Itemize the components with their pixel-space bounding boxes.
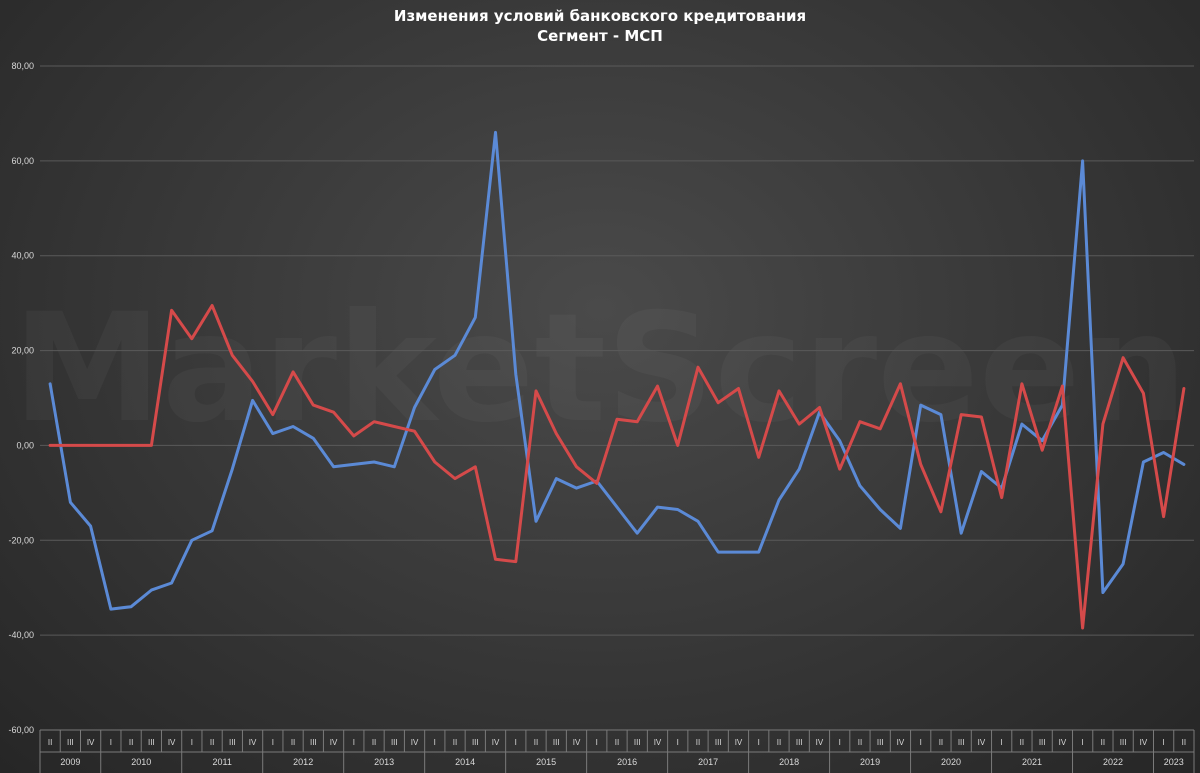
year-tick-label: 2016 — [617, 757, 637, 767]
quarter-tick-label: II — [534, 738, 538, 747]
quarter-tick-label: II — [453, 738, 457, 747]
quarter-tick-label: II — [129, 738, 133, 747]
y-tick-label: -20,00 — [8, 535, 34, 545]
chart-subtitle: Сегмент - МСП — [537, 27, 663, 45]
quarter-tick-label: I — [191, 738, 193, 747]
quarter-tick-label: I — [515, 738, 517, 747]
quarter-tick-label: II — [615, 738, 619, 747]
series-line-1 — [48, 130, 1186, 611]
quarter-tick-label: III — [796, 738, 803, 747]
quarter-tick-label: II — [696, 738, 700, 747]
year-tick-label: 2018 — [779, 757, 799, 767]
quarter-tick-label: IV — [87, 738, 95, 747]
quarter-tick-label: III — [715, 738, 722, 747]
year-tick-label: 2017 — [698, 757, 718, 767]
year-tick-label: 2013 — [374, 757, 394, 767]
series-lines — [48, 130, 1186, 630]
quarter-tick-label: I — [434, 738, 436, 747]
quarter-tick-label: II — [48, 738, 52, 747]
quarter-tick-label: I — [1163, 738, 1165, 747]
year-tick-label: 2019 — [860, 757, 880, 767]
quarter-tick-label: IV — [816, 738, 824, 747]
quarter-tick-label: IV — [897, 738, 905, 747]
year-tick-label: 2010 — [131, 757, 151, 767]
quarter-tick-label: IV — [735, 738, 743, 747]
quarter-tick-label: II — [777, 738, 781, 747]
year-tick-label: 2012 — [293, 757, 313, 767]
chart-title-block: Изменения условий банковского кредитован… — [0, 6, 1200, 46]
year-tick-label: 2021 — [1022, 757, 1042, 767]
quarter-tick-label: III — [67, 738, 74, 747]
chart-title: Изменения условий банковского кредитован… — [393, 7, 807, 25]
quarter-tick-label: IV — [978, 738, 986, 747]
quarter-tick-label: II — [1101, 738, 1105, 747]
y-tick-label: 0,00 — [16, 440, 34, 450]
year-tick-label: 2020 — [941, 757, 961, 767]
quarter-tick-label: IV — [654, 738, 662, 747]
quarter-tick-label: III — [1039, 738, 1046, 747]
quarter-tick-label: I — [920, 738, 922, 747]
quarter-tick-label: III — [310, 738, 317, 747]
quarter-tick-label: III — [634, 738, 641, 747]
quarter-tick-label: I — [1001, 738, 1003, 747]
quarter-tick-label: II — [291, 738, 295, 747]
quarter-tick-label: III — [877, 738, 884, 747]
quarter-tick-label: II — [372, 738, 376, 747]
quarter-tick-label: II — [1020, 738, 1024, 747]
y-tick-label: -60,00 — [8, 725, 34, 735]
x-axis: II III IV I II III IV I II III IV I II III IV I II III IV I… — [39, 729, 1195, 773]
quarter-tick-label: III — [229, 738, 236, 747]
quarter-tick-label: I — [596, 738, 598, 747]
y-tick-label: 60,00 — [11, 156, 34, 166]
quarter-tick-label: III — [1120, 738, 1127, 747]
quarter-tick-label: IV — [411, 738, 419, 747]
quarter-tick-label: II — [939, 738, 943, 747]
quarter-tick-label: IV — [573, 738, 581, 747]
y-tick-label: 40,00 — [11, 251, 34, 261]
watermark: MarketScreen — [13, 282, 1188, 456]
quarter-tick-label: II — [210, 738, 214, 747]
quarter-tick-label: II — [858, 738, 862, 747]
y-axis: -60,00 -40,00 -20,00 0,00 20,00 40,00 60,00 80,… — [8, 61, 34, 735]
quarter-tick-label: I — [839, 738, 841, 747]
quarter-tick-label: IV — [330, 738, 338, 747]
year-tick-label: 2015 — [536, 757, 556, 767]
quarter-tick-label: I — [110, 738, 112, 747]
quarter-tick-label: I — [1082, 738, 1084, 747]
quarter-tick-label: I — [677, 738, 679, 747]
quarter-tick-label: I — [353, 738, 355, 747]
quarter-tick-label: I — [272, 738, 274, 747]
quarter-tick-label: IV — [1140, 738, 1148, 747]
quarter-tick-label: III — [391, 738, 398, 747]
y-tick-label: 20,00 — [11, 346, 34, 356]
quarter-tick-label: III — [958, 738, 965, 747]
year-tick-label: 2014 — [455, 757, 475, 767]
quarter-tick-label: IV — [249, 738, 257, 747]
quarter-tick-label: III — [148, 738, 155, 747]
quarter-tick-label: IV — [168, 738, 176, 747]
quarter-tick-label: I — [758, 738, 760, 747]
y-tick-label: 80,00 — [11, 61, 34, 71]
year-tick-label: 2009 — [60, 757, 80, 767]
quarter-tick-label: IV — [1059, 738, 1067, 747]
year-tick-label: 2023 — [1164, 757, 1184, 767]
quarter-tick-label: IV — [492, 738, 500, 747]
year-tick-label: 2022 — [1103, 757, 1123, 767]
series-line-2 — [48, 304, 1186, 630]
y-tick-label: -40,00 — [8, 630, 34, 640]
quarter-tick-label: III — [472, 738, 479, 747]
year-tick-label: 2011 — [213, 757, 232, 767]
quarter-tick-label: III — [553, 738, 560, 747]
quarter-tick-label: II — [1182, 738, 1186, 747]
